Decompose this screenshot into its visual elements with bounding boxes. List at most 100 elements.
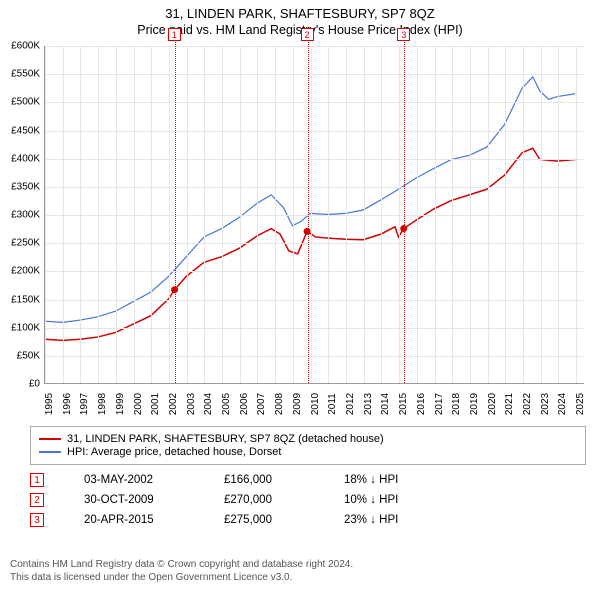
sales-row-date: 20-APR-2015 [84, 514, 184, 526]
sale-vline [404, 28, 405, 383]
legend: 31, LINDEN PARK, SHAFTESBURY, SP7 8QZ (d… [30, 426, 586, 465]
x-axis-labels: 1995199619971998199920002001200220032004… [44, 386, 584, 426]
sales-row-delta: 18% ↓ HPI [344, 474, 444, 486]
y-tick-label: £300K [11, 210, 40, 221]
gridline-v [151, 46, 152, 383]
gridline-v [328, 46, 329, 383]
sales-row: 320-APR-2015£275,00023% ↓ HPI [30, 513, 586, 527]
x-tick-label: 1995 [44, 393, 55, 415]
gridline-v [381, 46, 382, 383]
x-tick-label: 2025 [575, 393, 586, 415]
x-tick-label: 2019 [469, 393, 480, 415]
gridline-v [470, 46, 471, 383]
y-tick-label: £450K [11, 125, 40, 136]
legend-row: 31, LINDEN PARK, SHAFTESBURY, SP7 8QZ (d… [39, 433, 577, 445]
x-tick-label: 1997 [79, 393, 90, 415]
sales-row-num: 3 [30, 513, 44, 527]
sale-vline [308, 28, 309, 383]
gridline-v [204, 46, 205, 383]
y-tick-label: £600K [11, 41, 40, 52]
x-tick-label: 2000 [133, 393, 144, 415]
gridline-v [488, 46, 489, 383]
gridline-v [523, 46, 524, 383]
x-tick-label: 1999 [115, 393, 126, 415]
gridline-v [576, 46, 577, 383]
sales-table: 103-MAY-2002£166,00018% ↓ HPI230-OCT-200… [30, 473, 586, 527]
gridline-v [505, 46, 506, 383]
gridline-v [452, 46, 453, 383]
legend-swatch [39, 451, 61, 453]
x-tick-label: 2004 [203, 393, 214, 415]
sales-row: 1 03-MAY-2002 £166,000 18% ↓ HPI [30, 473, 586, 487]
y-tick-label: £400K [11, 153, 40, 164]
x-tick-label: 2015 [398, 393, 409, 415]
gridline-v [240, 46, 241, 383]
sales-row-num: 1 [30, 473, 44, 487]
x-tick-label: 2018 [451, 393, 462, 415]
gridline-h [45, 131, 584, 132]
chart-plot-area: 123 [44, 46, 584, 384]
sales-row-price: £275,000 [224, 514, 304, 526]
x-tick-label: 2013 [363, 393, 374, 415]
x-tick-label: 2001 [150, 393, 161, 415]
sales-row-date: 03-MAY-2002 [84, 474, 184, 486]
y-tick-label: £0 [29, 379, 40, 390]
title-main: 31, LINDEN PARK, SHAFTESBURY, SP7 8QZ [0, 6, 600, 21]
y-tick-label: £500K [11, 97, 40, 108]
gridline-v [293, 46, 294, 383]
gridline-v [80, 46, 81, 383]
gridline-h [45, 74, 584, 75]
y-tick-label: £200K [11, 266, 40, 277]
legend-label: 31, LINDEN PARK, SHAFTESBURY, SP7 8QZ (d… [67, 433, 384, 445]
y-tick-label: £50K [17, 350, 40, 361]
x-tick-label: 2020 [487, 393, 498, 415]
x-tick-label: 2023 [540, 393, 551, 415]
x-tick-label: 2002 [168, 393, 179, 415]
sale-marker-box: 2 [301, 28, 314, 41]
gridline-v [541, 46, 542, 383]
gridline-v [435, 46, 436, 383]
x-tick-label: 2009 [292, 393, 303, 415]
legend-label: HPI: Average price, detached house, Dors… [67, 446, 281, 458]
x-tick-label: 2012 [345, 393, 356, 415]
below-chart: 31, LINDEN PARK, SHAFTESBURY, SP7 8QZ (d… [30, 426, 586, 533]
x-tick-label: 2006 [239, 393, 250, 415]
gridline-v [275, 46, 276, 383]
gridline-v [364, 46, 365, 383]
gridline-v [346, 46, 347, 383]
gridline-h [45, 356, 584, 357]
x-tick-label: 1996 [62, 393, 73, 415]
sales-row-price: £166,000 [224, 474, 304, 486]
x-tick-label: 2007 [256, 393, 267, 415]
gridline-v [257, 46, 258, 383]
gridline-h [45, 187, 584, 188]
gridline-v [399, 46, 400, 383]
gridline-v [417, 46, 418, 383]
x-tick-label: 2010 [310, 393, 321, 415]
y-tick-label: £550K [11, 69, 40, 80]
gridline-h [45, 243, 584, 244]
gridline-h [45, 159, 584, 160]
gridline-v [98, 46, 99, 383]
x-tick-label: 1998 [97, 393, 108, 415]
y-tick-label: £100K [11, 322, 40, 333]
legend-row: HPI: Average price, detached house, Dors… [39, 446, 577, 458]
gridline-v [45, 46, 46, 383]
x-tick-label: 2011 [327, 393, 338, 415]
page: 31, LINDEN PARK, SHAFTESBURY, SP7 8QZ Pr… [0, 0, 600, 590]
gridline-h [45, 271, 584, 272]
x-tick-label: 2008 [274, 393, 285, 415]
gridline-v [169, 46, 170, 383]
footer: Contains HM Land Registry data © Crown c… [10, 558, 353, 584]
sale-marker-box: 1 [168, 28, 181, 41]
gridline-h [45, 328, 584, 329]
sales-row-date: 30-OCT-2009 [84, 494, 184, 506]
legend-swatch [39, 438, 61, 440]
x-tick-label: 2024 [557, 393, 568, 415]
gridline-v [134, 46, 135, 383]
footer-line2: This data is licensed under the Open Gov… [10, 571, 353, 584]
x-tick-label: 2014 [380, 393, 391, 415]
x-tick-label: 2022 [522, 393, 533, 415]
gridline-v [558, 46, 559, 383]
footer-line1: Contains HM Land Registry data © Crown c… [10, 558, 353, 571]
